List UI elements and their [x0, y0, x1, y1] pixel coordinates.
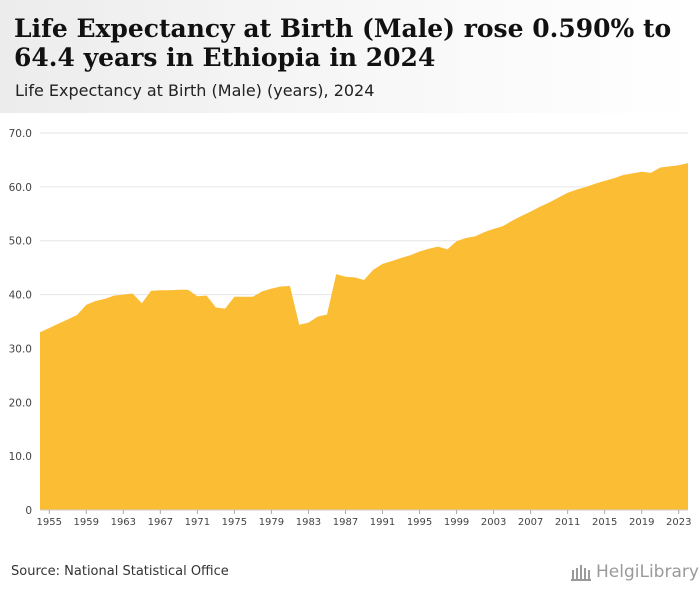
- y-tick-label: 20.0: [9, 397, 32, 409]
- x-tick-label: 1963: [111, 517, 136, 528]
- x-tick-label: 1955: [37, 517, 62, 528]
- y-tick-label: 70.0: [9, 128, 32, 140]
- life-expectancy-area: [40, 163, 688, 510]
- y-tick-label: 30.0: [9, 343, 32, 355]
- area-series: [40, 163, 688, 510]
- y-tick-label: 0: [25, 505, 32, 517]
- y-axis-ticks: 0 10.0 20.0 30.0 40.0 50.0 60.0 70.0: [9, 128, 32, 517]
- x-tick-label: 1995: [407, 517, 432, 528]
- x-tick-label: 1987: [333, 517, 358, 528]
- x-tick-label: 2011: [555, 517, 580, 528]
- x-tick-label: 2015: [592, 517, 617, 528]
- x-tick-label: 1991: [370, 517, 395, 528]
- x-axis-ticks: 1955 1959 1963 1967 1971 1975 1979 1983 1987 1991…: [37, 509, 691, 528]
- x-tick-label: 1983: [296, 517, 321, 528]
- library-building-icon: [571, 565, 591, 581]
- x-tick-label: 1979: [259, 517, 284, 528]
- header-band: Life Expectancy at Birth (Male) rose 0.5…: [0, 0, 700, 113]
- x-tick-label: 1971: [185, 517, 210, 528]
- x-tick-label: 2003: [481, 517, 506, 528]
- x-tick-label: 1959: [74, 517, 99, 528]
- logo-text: HelgiLibrary: [596, 562, 699, 582]
- x-tick-label: 1999: [444, 517, 469, 528]
- page-subtitle: Life Expectancy at Birth (Male) (years),…: [15, 81, 375, 100]
- x-tick-label: 1975: [222, 517, 247, 528]
- page-title: Life Expectancy at Birth (Male) rose 0.5…: [14, 14, 672, 72]
- x-tick-label: 2007: [518, 517, 543, 528]
- y-tick-label: 40.0: [9, 290, 32, 302]
- x-tick-label: 2023: [666, 517, 691, 528]
- y-tick-label: 60.0: [9, 182, 32, 194]
- helgi-library-logo[interactable]: HelgiLibrary: [570, 561, 699, 583]
- source-note: Source: National Statistical Office: [11, 564, 229, 579]
- x-tick-label: 2019: [629, 517, 654, 528]
- y-tick-label: 10.0: [9, 451, 32, 463]
- x-tick-label: 1967: [148, 517, 173, 528]
- life-expectancy-chart: 010.020.030.040.050.060.070.0 1955 1959 19…: [9, 128, 692, 528]
- y-tick-label: 50.0: [9, 236, 32, 248]
